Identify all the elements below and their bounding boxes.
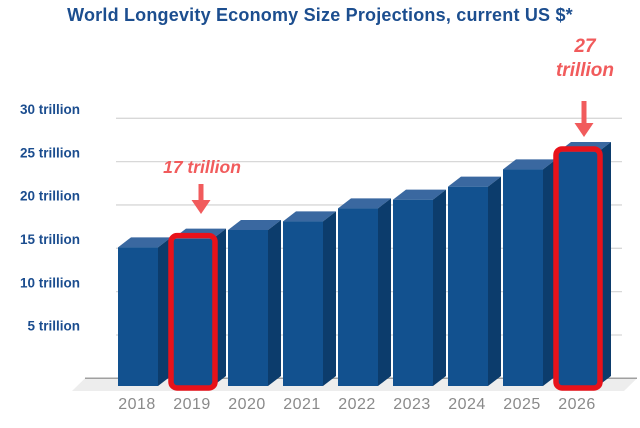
annotation-text-2026: 27 <box>573 36 597 57</box>
bar-side-face-2025 <box>543 159 556 386</box>
y-axis-label: 5 trillion <box>27 319 80 334</box>
bar-top-face-2018 <box>118 237 171 248</box>
x-axis-label-2024: 2024 <box>448 396 486 413</box>
x-axis-label-2022: 2022 <box>338 396 376 413</box>
bar-2019 <box>173 238 213 386</box>
bar-side-face-2024 <box>488 176 501 386</box>
bar-2024 <box>448 186 488 386</box>
x-axis-label-2019: 2019 <box>173 396 211 413</box>
bar-2025 <box>503 169 543 386</box>
y-axis-label: 25 trillion <box>20 145 80 160</box>
y-axis-label: 30 trillion <box>20 102 80 117</box>
annotation-arrow-stem-2019 <box>198 184 204 200</box>
x-axis-label-2021: 2021 <box>283 396 321 413</box>
x-axis-label-2023: 2023 <box>393 396 431 413</box>
x-axis-label-2025: 2025 <box>503 396 541 413</box>
bar-2020 <box>228 229 268 386</box>
bar-2023 <box>393 199 433 386</box>
annotation-text-2026: trillion <box>556 60 614 81</box>
bar-2022 <box>338 208 378 386</box>
bar-side-face-2023 <box>433 189 446 386</box>
bar-side-face-2018 <box>158 237 171 386</box>
bar-top-face-2023 <box>393 189 446 200</box>
bar-side-face-2022 <box>378 198 391 386</box>
bar-top-face-2025 <box>503 159 556 170</box>
x-axis-label-2018: 2018 <box>118 396 156 413</box>
annotation-arrow-head-2019 <box>191 200 211 214</box>
bar-2026 <box>558 151 598 386</box>
x-axis-label-2020: 2020 <box>228 396 266 413</box>
highlight-outline-2019 <box>168 232 218 391</box>
bar-top-face-2022 <box>338 198 391 209</box>
annotation-arrow-stem-2026 <box>581 101 587 123</box>
bar-top-face-2020 <box>228 219 281 230</box>
y-axis-label: 10 trillion <box>20 275 80 290</box>
bar-top-face-2024 <box>448 176 501 187</box>
highlight-outline-2026 <box>553 146 603 391</box>
y-axis-label: 20 trillion <box>20 189 80 204</box>
bar-2018 <box>118 247 158 386</box>
bar-side-face-2020 <box>268 219 281 386</box>
chart-title: World Longevity Economy Size Projections… <box>67 5 573 25</box>
bar-side-face-2021 <box>323 211 336 386</box>
bar-top-face-2021 <box>283 211 336 222</box>
bar-2021 <box>283 221 323 386</box>
x-axis-label-2026: 2026 <box>558 396 596 413</box>
y-axis-label: 15 trillion <box>20 232 80 247</box>
annotation-arrow-head-2026 <box>574 123 594 137</box>
annotation-text-2019: 17 trillion <box>163 157 241 177</box>
